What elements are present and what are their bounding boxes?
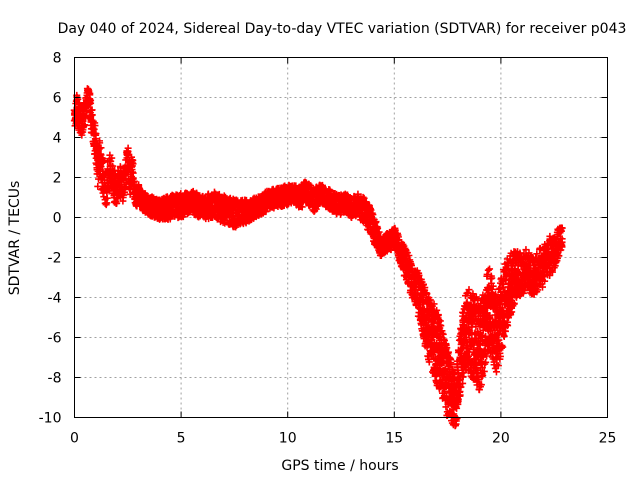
data-point [97, 144, 105, 152]
y-tick-label: -4 [48, 291, 62, 307]
x-tick-label: 10 [279, 431, 297, 447]
data-point [492, 368, 500, 376]
data-point [96, 139, 104, 147]
data-point [109, 162, 117, 170]
y-tick-label: 2 [53, 171, 62, 187]
y-tick-label: 8 [53, 51, 62, 67]
x-axis-label: GPS time / hours [281, 458, 398, 474]
data-point [86, 89, 94, 97]
data-point [97, 163, 105, 171]
y-tick-label: -8 [48, 371, 62, 387]
data-point [92, 130, 100, 138]
series-sdtvar [70, 85, 566, 430]
y-tick-label: -6 [48, 331, 62, 347]
chart-title: Day 040 of 2024, Sidereal Day-to-day VTE… [58, 21, 627, 37]
plot-area [70, 85, 566, 430]
data-point [94, 182, 102, 190]
data-point [103, 194, 111, 202]
data-point [129, 169, 137, 177]
grid-lines [74, 57, 608, 418]
y-tick-label: -2 [48, 251, 62, 267]
data-point [74, 95, 82, 103]
data-point [88, 111, 96, 119]
y-axis-label: SDTVAR / TECUs [7, 181, 23, 296]
data-point [129, 159, 137, 167]
x-tick-label: 0 [70, 431, 79, 447]
plot-frame [74, 57, 608, 418]
data-point [108, 154, 116, 162]
data-point [87, 99, 95, 107]
x-tick-label: 15 [385, 431, 403, 447]
y-tick-label: 6 [53, 91, 62, 107]
y-tick-label: 4 [53, 131, 62, 147]
y-tick-label: 0 [53, 211, 62, 227]
axis-ticks: 0 5 10 15 20 25 -10 -8 -6 -4 -2 0 2 4 6 8 [39, 51, 617, 447]
x-tick-label: 5 [177, 431, 186, 447]
data-point [97, 150, 105, 158]
data-point [81, 121, 89, 129]
x-tick-label: 25 [599, 431, 617, 447]
data-point [91, 122, 99, 130]
x-tick-label: 20 [492, 431, 510, 447]
y-tick-label: -10 [39, 411, 62, 427]
